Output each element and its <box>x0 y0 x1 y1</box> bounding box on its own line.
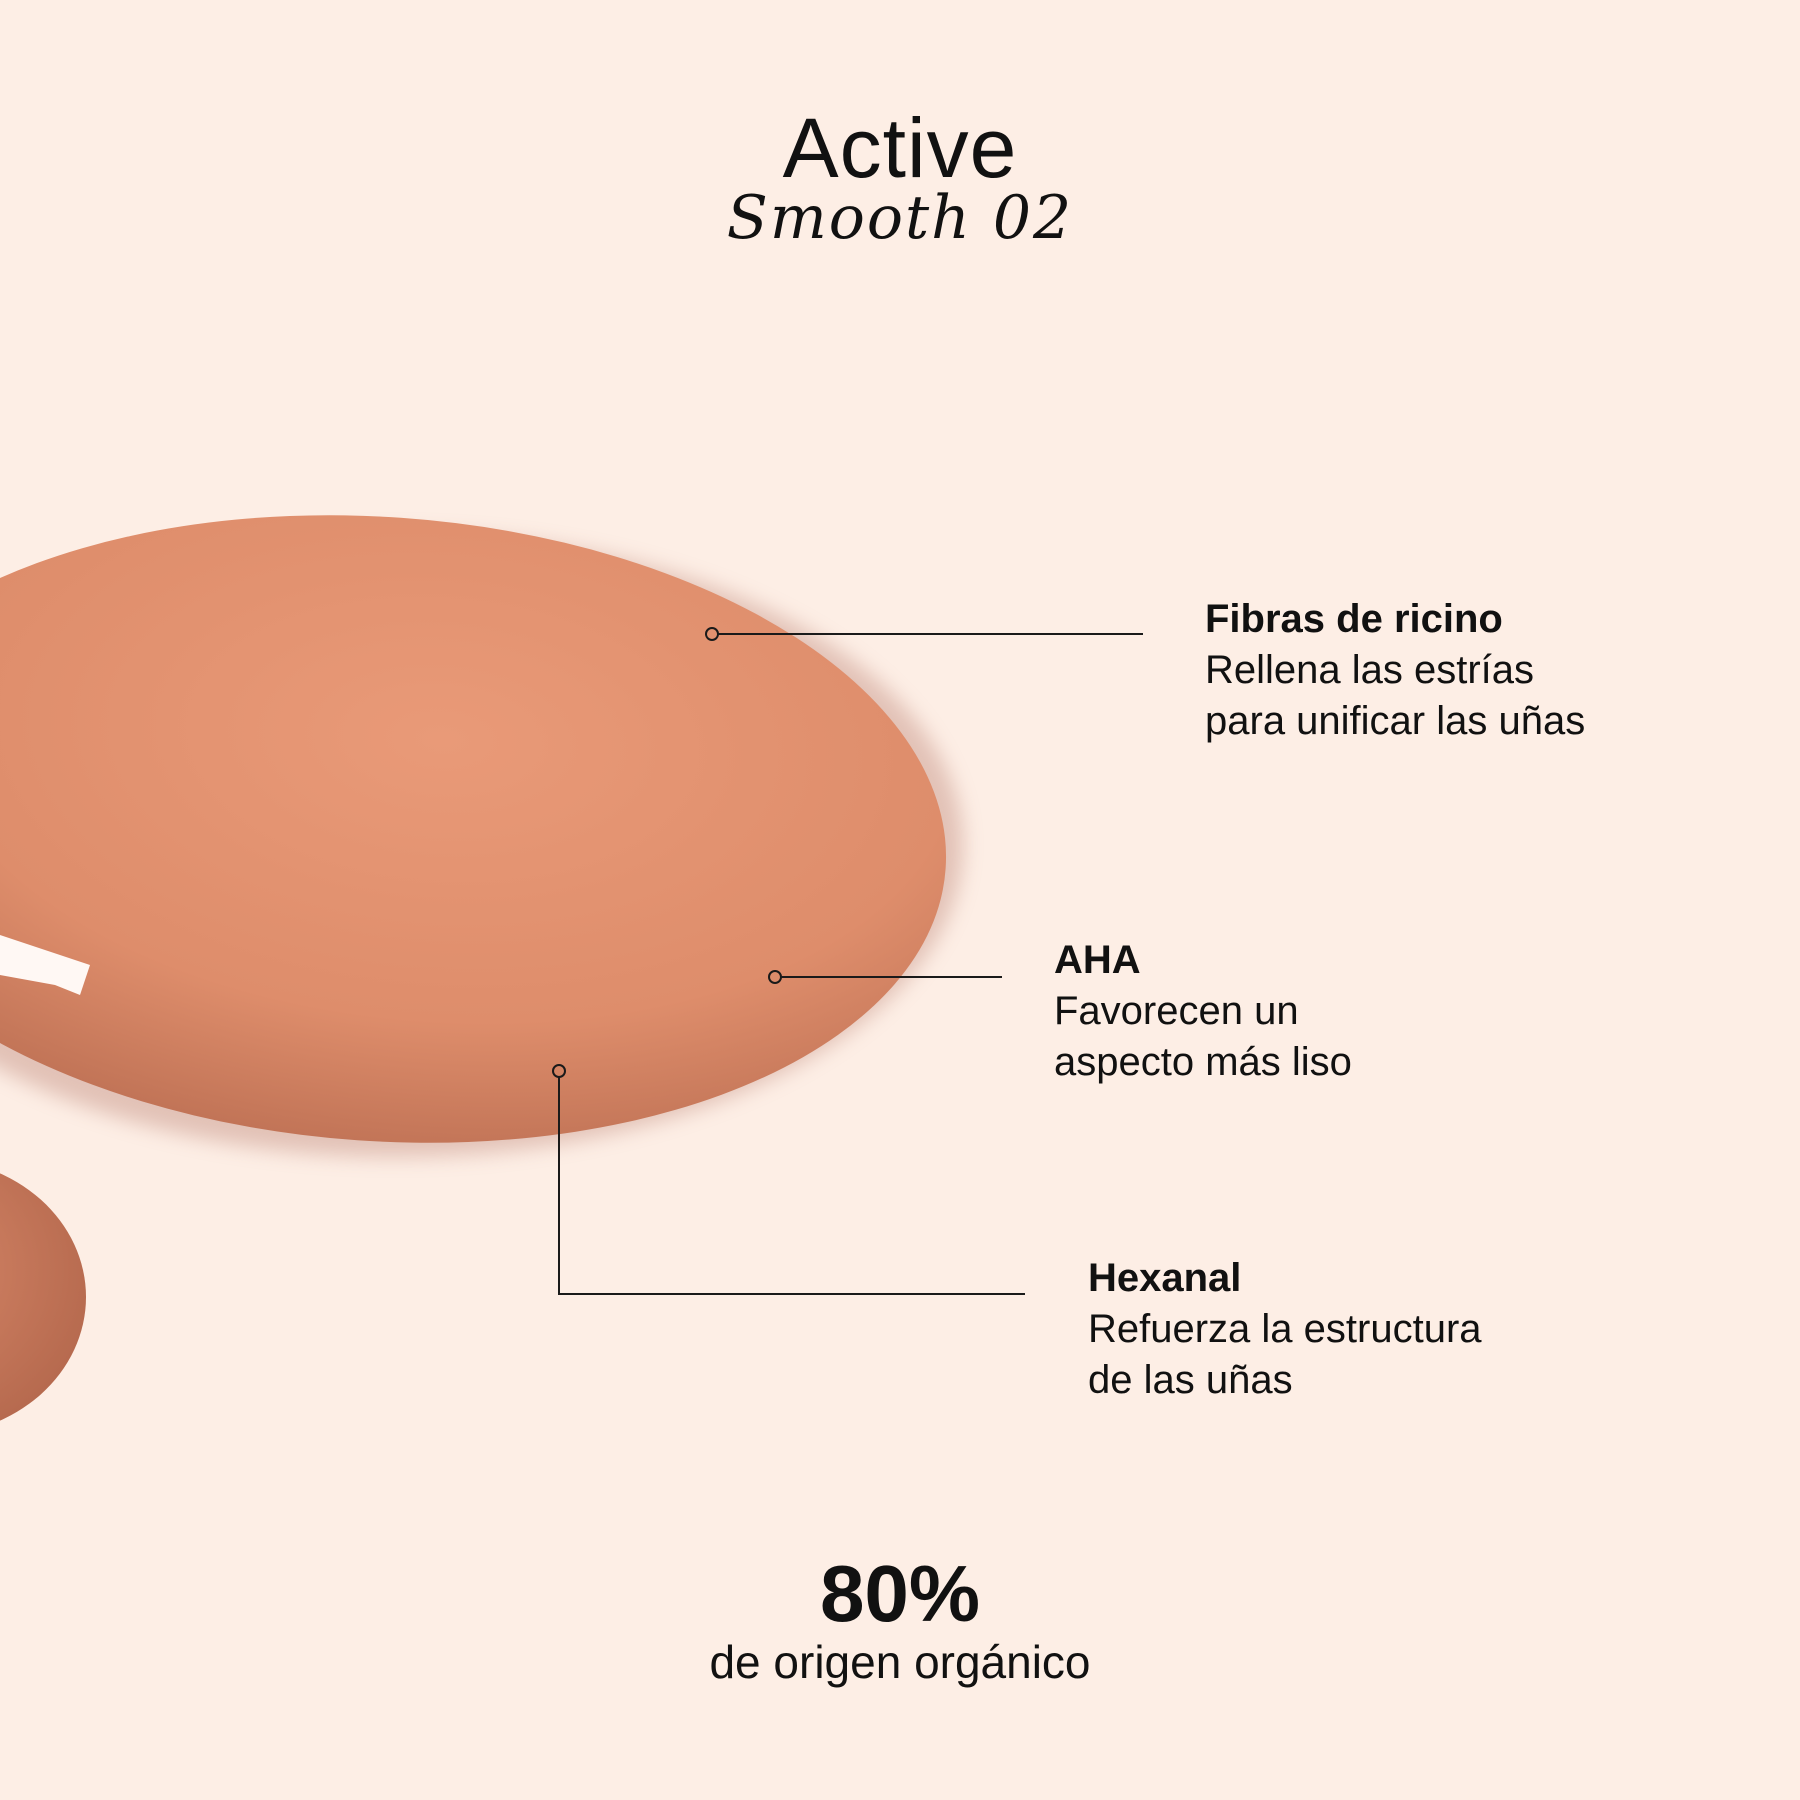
product-subtitle: Smooth 02 <box>726 183 1074 253</box>
organic-label: de origen orgánico <box>709 1636 1091 1688</box>
gloss-highlight <box>0 935 90 995</box>
callout-heading: Fibras de ricino <box>1205 597 1503 641</box>
callout-text: para unificar las uñas <box>1205 699 1586 743</box>
callout-text: Refuerza la estructura <box>1088 1307 1482 1351</box>
callout-text: Rellena las estrías <box>1205 648 1535 692</box>
callout-fibras: Fibras de ricino Rellena las estrías par… <box>1205 594 1585 747</box>
callout-heading: Hexanal <box>1088 1256 1242 1300</box>
polish-drop-small <box>0 1173 86 1421</box>
callout-heading: AHA <box>1054 938 1141 982</box>
callout-text: aspecto más liso <box>1054 1040 1352 1084</box>
callout-text: Favorecen un <box>1054 989 1299 1033</box>
polish-drop-large <box>0 515 947 1143</box>
callout-line-hexanal <box>558 1077 1025 1295</box>
callout-text: de las uñas <box>1088 1358 1293 1402</box>
callout-aha: AHA Favorecen un aspecto más liso <box>1054 935 1352 1088</box>
product-title: Active <box>782 101 1018 195</box>
organic-percentage: 80% <box>819 1549 981 1638</box>
callout-hexanal: Hexanal Refuerza la estructura de las uñ… <box>1088 1253 1482 1406</box>
